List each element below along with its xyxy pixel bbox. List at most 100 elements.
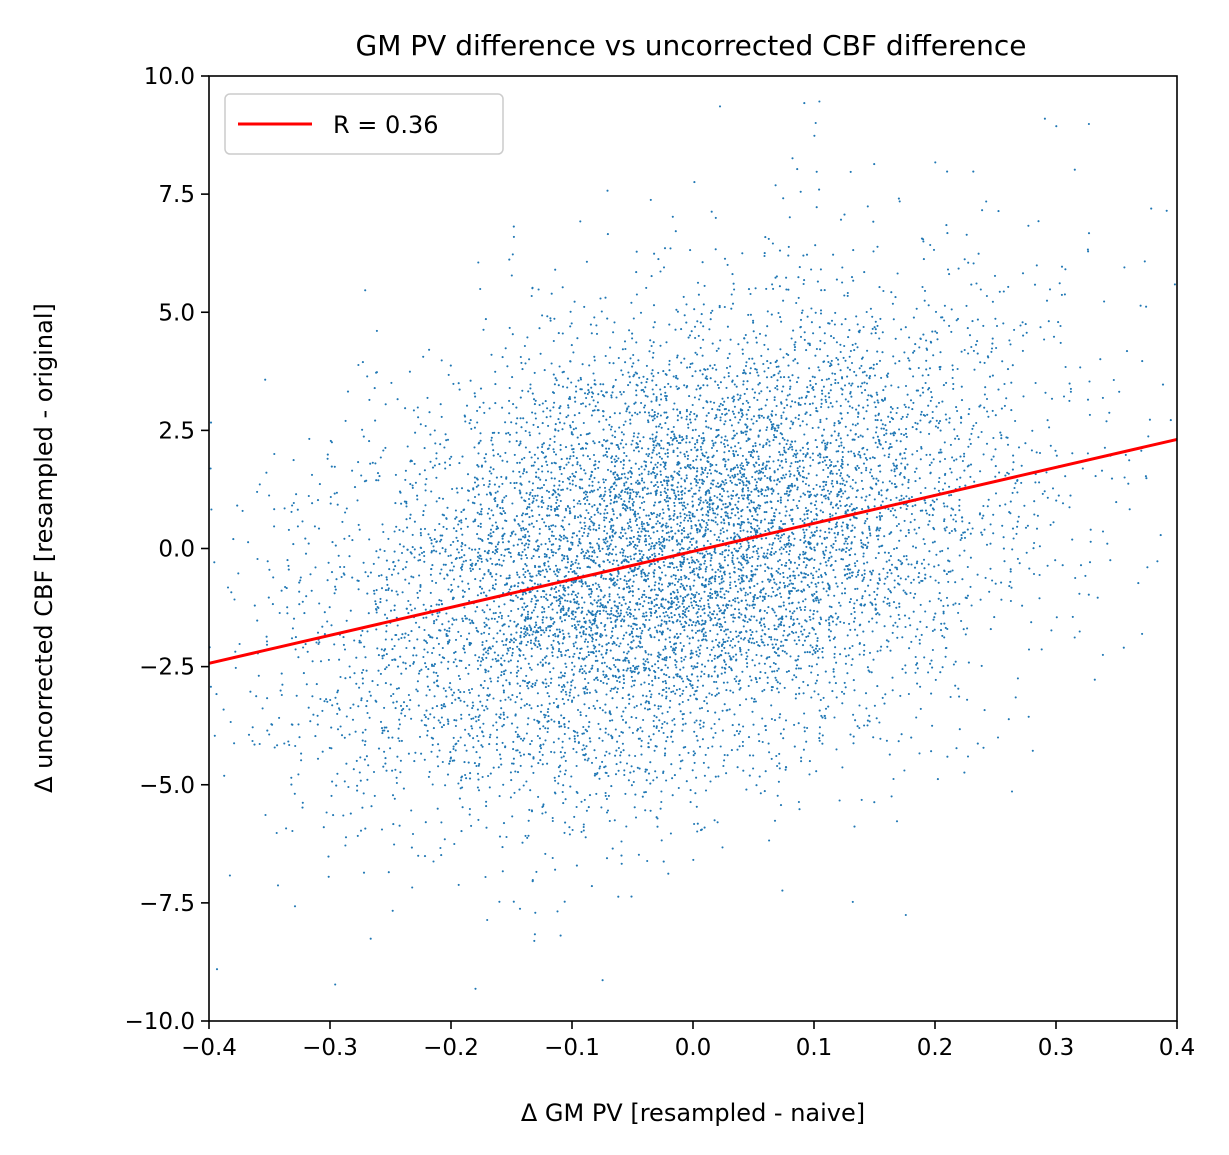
- scatter-point: [542, 442, 545, 445]
- scatter-point: [654, 493, 658, 496]
- scatter-point: [536, 583, 539, 586]
- scatter-point: [775, 583, 778, 586]
- scatter-point: [899, 452, 902, 455]
- scatter-point: [303, 612, 306, 615]
- scatter-point: [809, 618, 812, 621]
- scatter-point: [619, 754, 622, 757]
- scatter-point: [694, 624, 697, 627]
- scatter-point: [736, 393, 739, 396]
- scatter-point: [700, 437, 703, 440]
- scatter-point: [680, 501, 683, 504]
- scatter-point: [1068, 506, 1071, 509]
- scatter-point: [423, 469, 426, 472]
- scatter-point: [562, 784, 565, 787]
- scatter-point: [584, 664, 587, 667]
- scatter-point: [495, 721, 498, 724]
- scatter-point: [942, 612, 945, 615]
- scatter-point: [424, 424, 427, 428]
- scatter-point: [564, 662, 567, 665]
- scatter-point: [359, 634, 363, 637]
- scatter-point: [365, 705, 368, 708]
- scatter-point: [492, 449, 495, 452]
- scatter-point: [530, 600, 533, 603]
- scatter-point: [749, 372, 752, 375]
- scatter-point: [523, 635, 526, 638]
- scatter-point: [748, 357, 751, 360]
- scatter-point: [536, 487, 539, 490]
- scatter-point: [304, 643, 307, 646]
- scatter-point: [491, 443, 494, 446]
- scatter-point: [537, 570, 540, 573]
- scatter-point: [598, 777, 601, 780]
- scatter-point: [361, 806, 364, 809]
- scatter-point: [645, 381, 648, 384]
- scatter-point: [823, 442, 827, 445]
- scatter-point: [626, 555, 629, 559]
- scatter-point: [830, 460, 833, 464]
- scatter-point: [852, 507, 855, 510]
- scatter-point: [803, 726, 806, 729]
- scatter-point: [611, 719, 614, 722]
- scatter-point: [458, 388, 461, 391]
- scatter-point: [839, 472, 843, 475]
- scatter-point: [661, 508, 664, 511]
- scatter-point: [645, 286, 648, 289]
- scatter-point: [730, 604, 733, 607]
- scatter-point: [880, 545, 883, 548]
- scatter-point: [822, 696, 825, 699]
- scatter-point: [659, 270, 662, 273]
- scatter-point: [648, 618, 651, 622]
- scatter-point: [496, 620, 499, 623]
- scatter-point: [709, 462, 712, 466]
- scatter-point: [710, 519, 713, 522]
- scatter-point: [659, 578, 662, 581]
- scatter-point: [308, 437, 311, 440]
- scatter-point: [394, 633, 397, 637]
- scatter-point: [776, 379, 779, 382]
- scatter-point: [519, 754, 522, 757]
- scatter-point: [732, 599, 735, 602]
- scatter-point: [420, 551, 424, 555]
- scatter-point: [943, 505, 946, 508]
- scatter-point: [685, 450, 688, 453]
- scatter-point: [882, 567, 885, 570]
- scatter-point: [823, 289, 826, 292]
- scatter-point: [698, 599, 701, 602]
- scatter-point: [1057, 494, 1060, 497]
- scatter-point: [525, 628, 528, 631]
- scatter-point: [960, 534, 963, 537]
- scatter-point: [802, 492, 805, 495]
- scatter-point: [623, 472, 626, 475]
- scatter-point: [658, 540, 661, 543]
- scatter-point: [275, 831, 278, 835]
- scatter-point: [603, 516, 606, 519]
- scatter-point: [790, 630, 794, 633]
- scatter-point: [573, 300, 576, 303]
- scatter-point: [839, 482, 842, 485]
- scatter-point: [771, 283, 774, 286]
- scatter-point: [552, 534, 555, 538]
- scatter-point: [803, 513, 806, 516]
- scatter-point: [668, 620, 671, 623]
- scatter-point: [680, 477, 683, 480]
- scatter-point: [494, 657, 497, 660]
- scatter-point: [860, 604, 863, 607]
- scatter-point: [316, 499, 320, 502]
- scatter-point: [770, 414, 774, 417]
- scatter-point: [597, 583, 600, 586]
- scatter-point: [972, 262, 975, 265]
- scatter-point: [500, 553, 503, 556]
- scatter-point: [716, 644, 719, 647]
- scatter-point: [883, 582, 886, 585]
- scatter-point: [344, 511, 347, 514]
- scatter-point: [836, 482, 839, 485]
- scatter-point: [559, 444, 562, 447]
- scatter-point: [383, 726, 386, 729]
- scatter-point: [647, 572, 650, 575]
- scatter-point: [659, 414, 662, 417]
- scatter-point: [589, 621, 592, 624]
- scatter-point: [461, 580, 464, 583]
- scatter-point: [1043, 117, 1046, 120]
- scatter-point: [563, 422, 566, 425]
- scatter-point: [604, 453, 607, 456]
